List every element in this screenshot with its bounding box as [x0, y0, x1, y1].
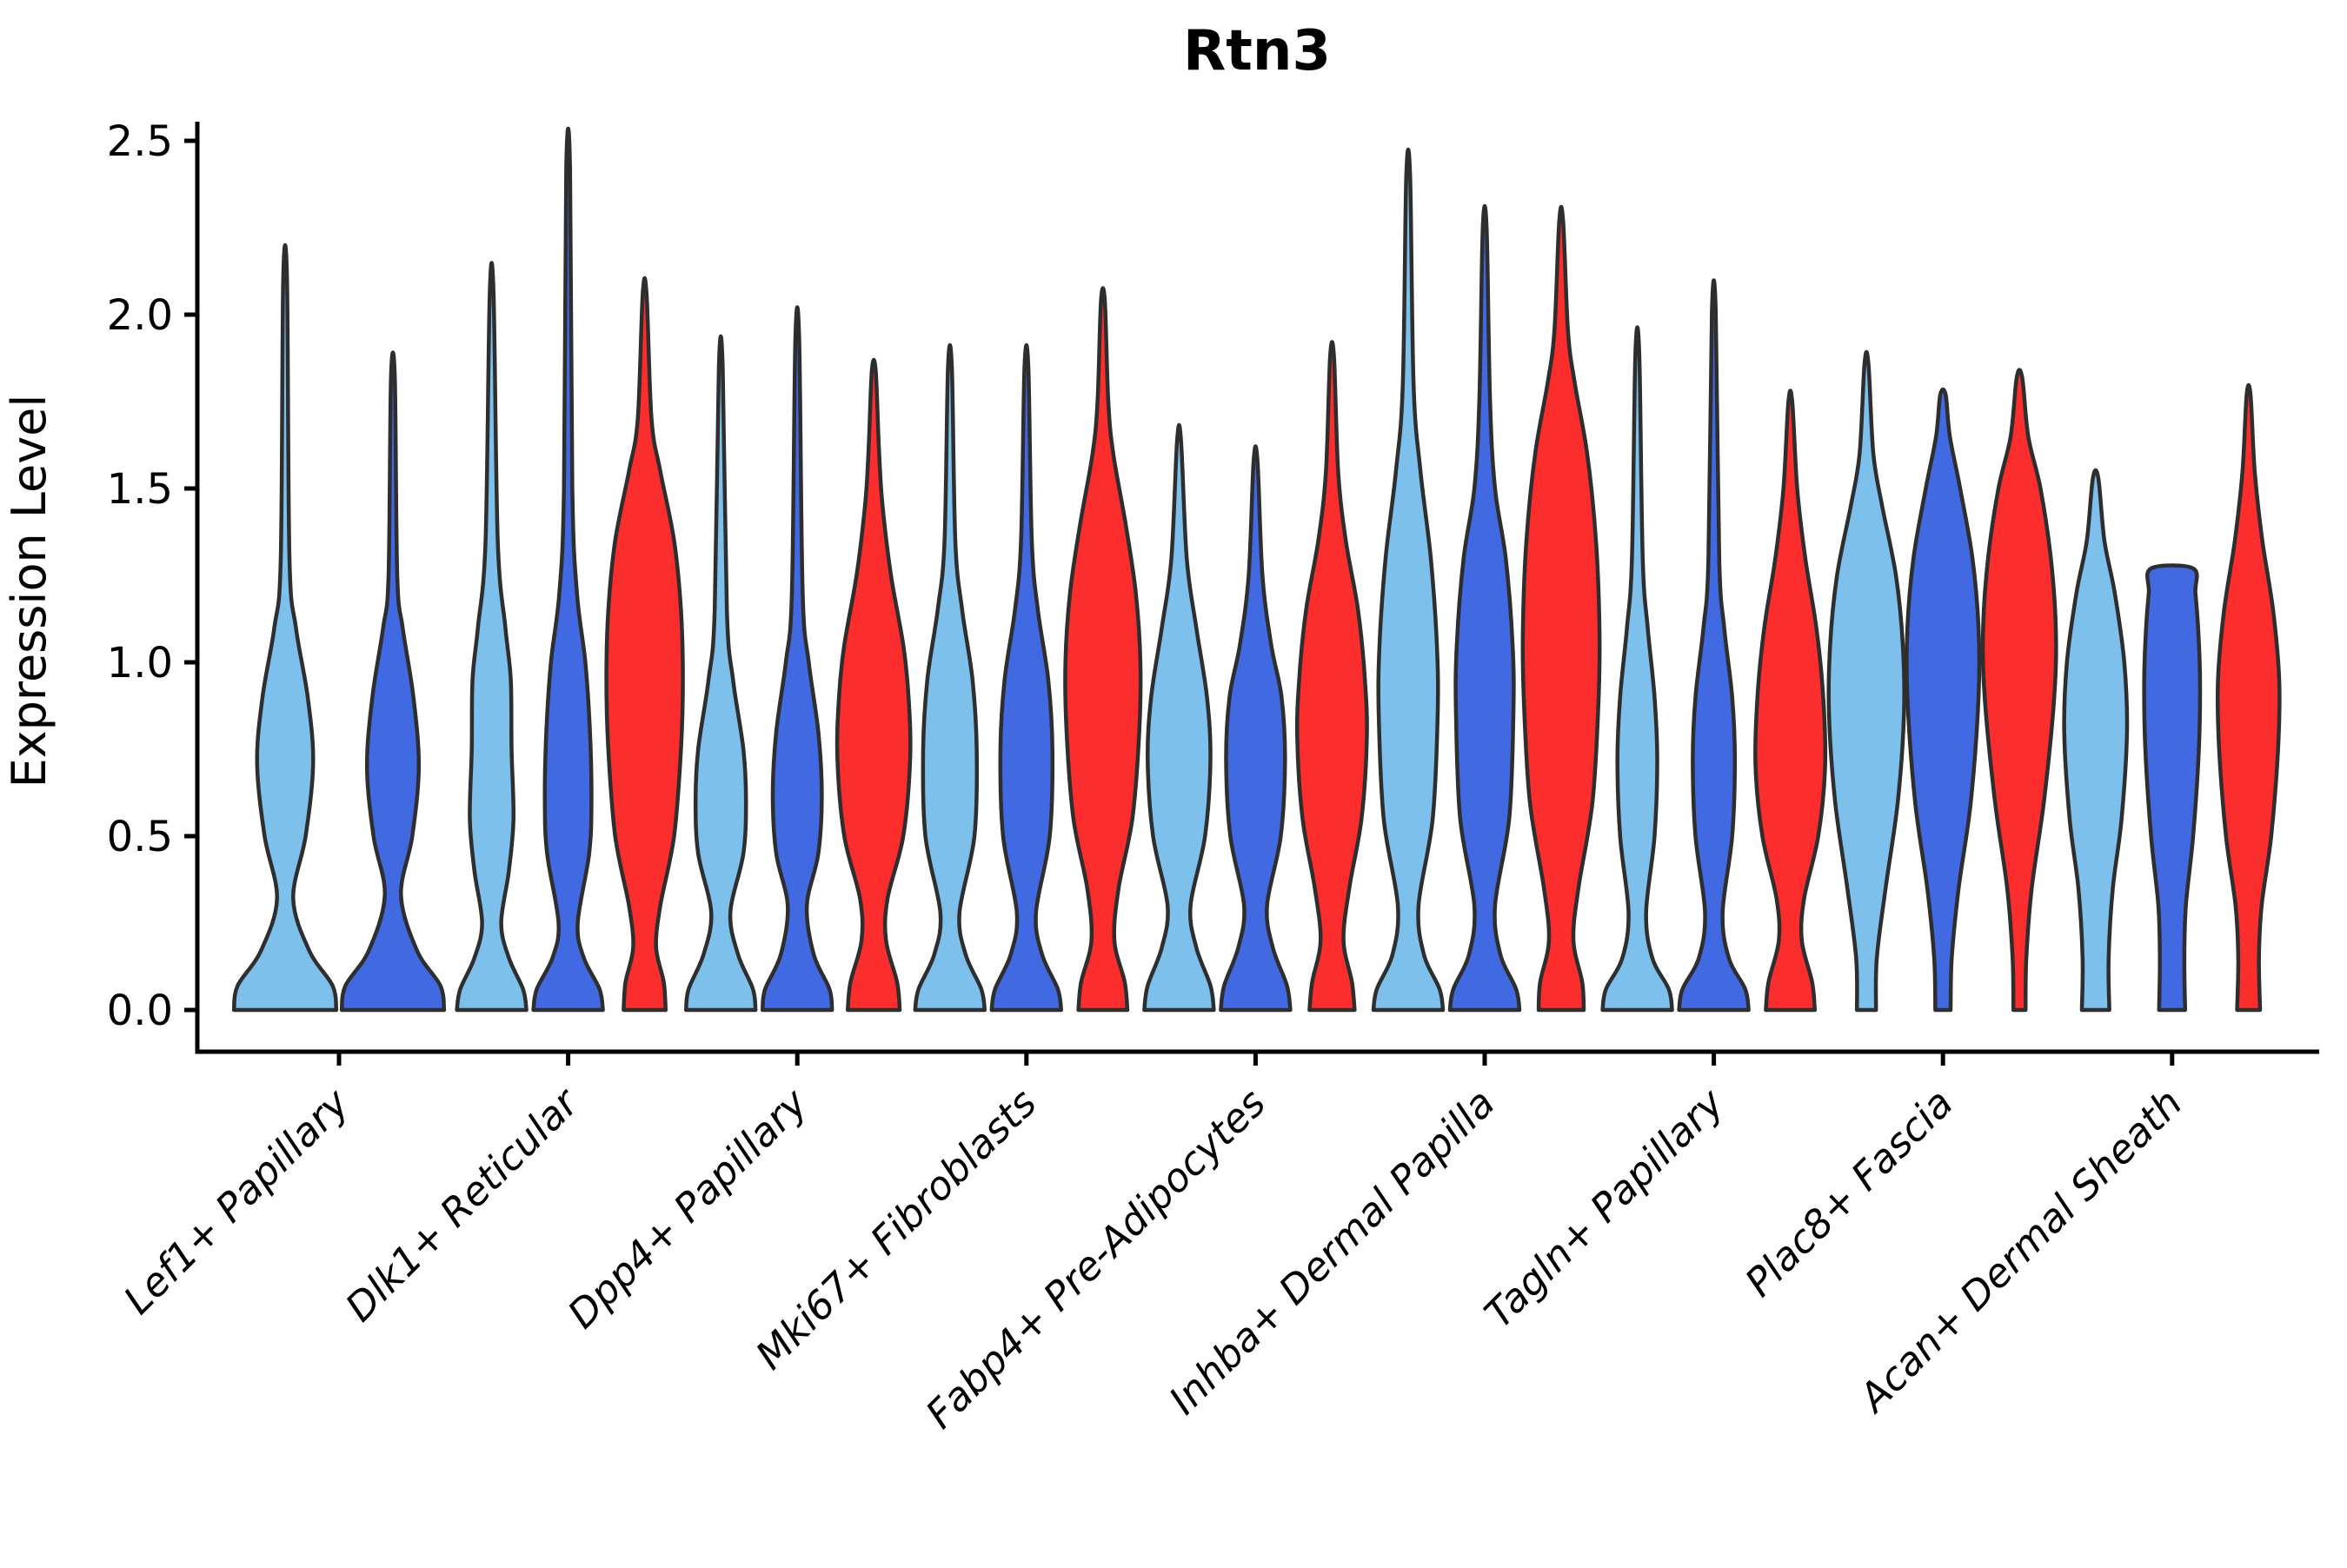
violin-dark_blue: [989, 343, 1064, 1013]
violin-dark_blue: [2142, 563, 2203, 1013]
y-tick-label: 0.5: [107, 813, 173, 861]
x-tick-label: Lef1+ Papillary: [115, 1079, 359, 1323]
violin-red: [1753, 389, 1828, 1013]
y-tick-label: 2.5: [107, 117, 173, 166]
violin-light_blue: [231, 243, 339, 1013]
violin-light_blue: [1826, 349, 1906, 1013]
y-axis-label: Expression Level: [2, 395, 57, 788]
y-tick-label: 1.0: [107, 639, 173, 688]
x-tick-label: Dlk1+ Reticular: [336, 1079, 588, 1331]
violin-dark_blue: [339, 350, 447, 1013]
violin-dark_blue: [1219, 444, 1293, 1013]
violin-red: [1063, 286, 1143, 1013]
violin-dark_blue: [531, 126, 605, 1013]
y-tick-label: 0.0: [107, 987, 173, 1035]
y-tick-label: 1.5: [107, 465, 173, 514]
x-tick-label: Plac8+ Fascia: [1736, 1080, 1962, 1306]
violin-dark_blue: [1905, 387, 1982, 1013]
violin-red: [1294, 340, 1369, 1013]
violin-dark_blue: [1447, 204, 1522, 1013]
violins-layer: [231, 126, 2282, 1013]
violin-light_blue: [1600, 325, 1674, 1013]
violin-light_blue: [683, 334, 758, 1013]
violin-red: [834, 357, 913, 1013]
violin-light_blue: [913, 343, 987, 1013]
violin-red: [1980, 368, 2058, 1013]
x-tick-label: Tagln+ Papillary: [1475, 1079, 1733, 1337]
y-axis: 0.0 0.5 1.0 1.5 2.0 2.5: [107, 117, 197, 1035]
violin-light_blue: [1371, 147, 1446, 1013]
y-tick-label: 2.0: [107, 291, 173, 340]
violin-red: [1520, 204, 1602, 1013]
violin-red: [2215, 382, 2282, 1013]
violin-dark_blue: [1677, 278, 1751, 1013]
violin-dark_blue: [760, 305, 834, 1013]
x-tick-label: Dpp4+ Papillary: [559, 1079, 817, 1337]
violin-light_blue: [455, 261, 529, 1013]
violin-light_blue: [1142, 422, 1216, 1013]
violin-red: [604, 276, 685, 1013]
violin-light_blue: [2062, 468, 2130, 1013]
chart-title: Rtn3: [1183, 19, 1331, 83]
